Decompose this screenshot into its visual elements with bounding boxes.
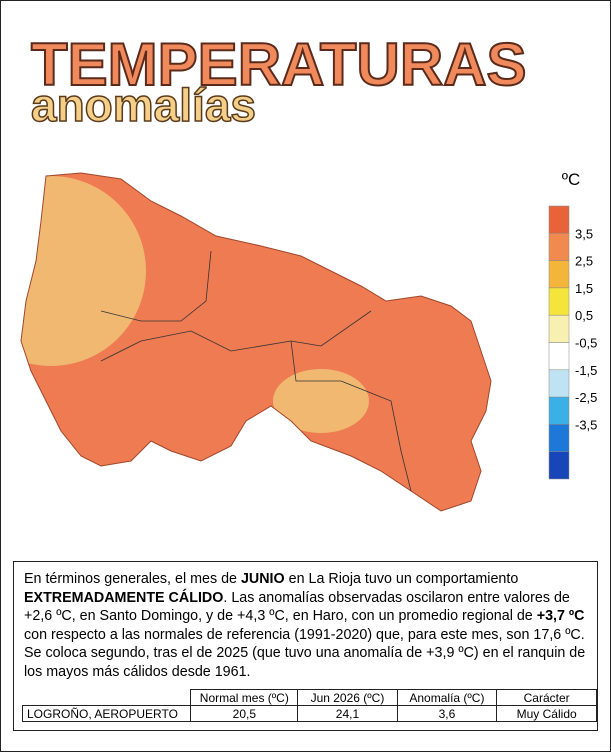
legend-label: -1,5 [575,363,597,378]
district-line [100,250,212,322]
map [21,173,491,511]
header-cell: Normal mes (ºC) [190,689,299,706]
text-segment: con respecto a las normales de referenci… [24,626,586,680]
value-cell: Muy Cálido [496,705,597,722]
legend-label: -2,5 [575,390,597,405]
value-cell: 3,6 [396,705,498,722]
blank-cell [23,690,191,706]
legend-label: 3,5 [575,226,593,241]
title: TEMPERATURAS [31,31,527,98]
legend-label: 0,5 [575,308,593,323]
district-line [100,310,372,362]
legend-swatch [548,233,570,261]
header-cell: Carácter [496,689,597,706]
legend-swatch [548,342,570,371]
map-figure: TEMPERATURAS anomalías ºC 3,5 2,5 1,5 0,5 -0… [20,30,597,512]
text-segment: . Las anomalías observadas oscilaron ent… [24,589,570,625]
district-line [290,340,412,492]
legend-swatch [548,260,570,289]
map-anomaly-zone [273,369,369,433]
value-cell: 24,1 [297,705,398,722]
legend-swatch [548,424,570,452]
legend-label: 1,5 [575,281,593,296]
station-cell: LOGROÑO, AEROPUERTO [21,705,192,722]
map-anomaly-zone [21,176,146,366]
legend-swatch [548,396,570,425]
legend-swatch [548,287,570,316]
text-bold: EXTREMADAMENTE CÁLIDO [24,589,224,606]
value-cell: 20,5 [190,705,299,722]
header-cell: Jun 2026 (ºC) [297,689,398,706]
legend-swatch [548,314,570,343]
text-segment: en La Rioja tuvo un comportamiento [284,571,519,587]
text-segment: En términos generales, el mes de [24,571,241,587]
legend-unit: ºC [562,170,581,189]
text-bold: +3,7 ºC [536,608,585,624]
legend-swatch [548,369,570,398]
summary-box: En términos generales, el mes de JUNIO e… [13,561,598,731]
station-table: Normal mes (ºC) Jun 2026 (ºC) Anomalía (ºC… [21,689,597,722]
summary-text: En términos generales, el mes de JUNIO e… [24,570,587,681]
header-cell: Anomalía (ºC) [396,689,498,706]
text-bold: JUNIO [240,571,285,587]
legend-label: 2,5 [575,254,593,269]
legend-label: -0,5 [575,336,597,351]
subtitle: anomalías [31,79,256,131]
legend-label: -3,5 [575,417,597,432]
legend-swatch [548,205,570,234]
legend-swatch [548,451,570,480]
legend: 3,5 2,5 1,5 0,5 -0,5 -1,5 -2,5 -3,5 [548,205,597,480]
